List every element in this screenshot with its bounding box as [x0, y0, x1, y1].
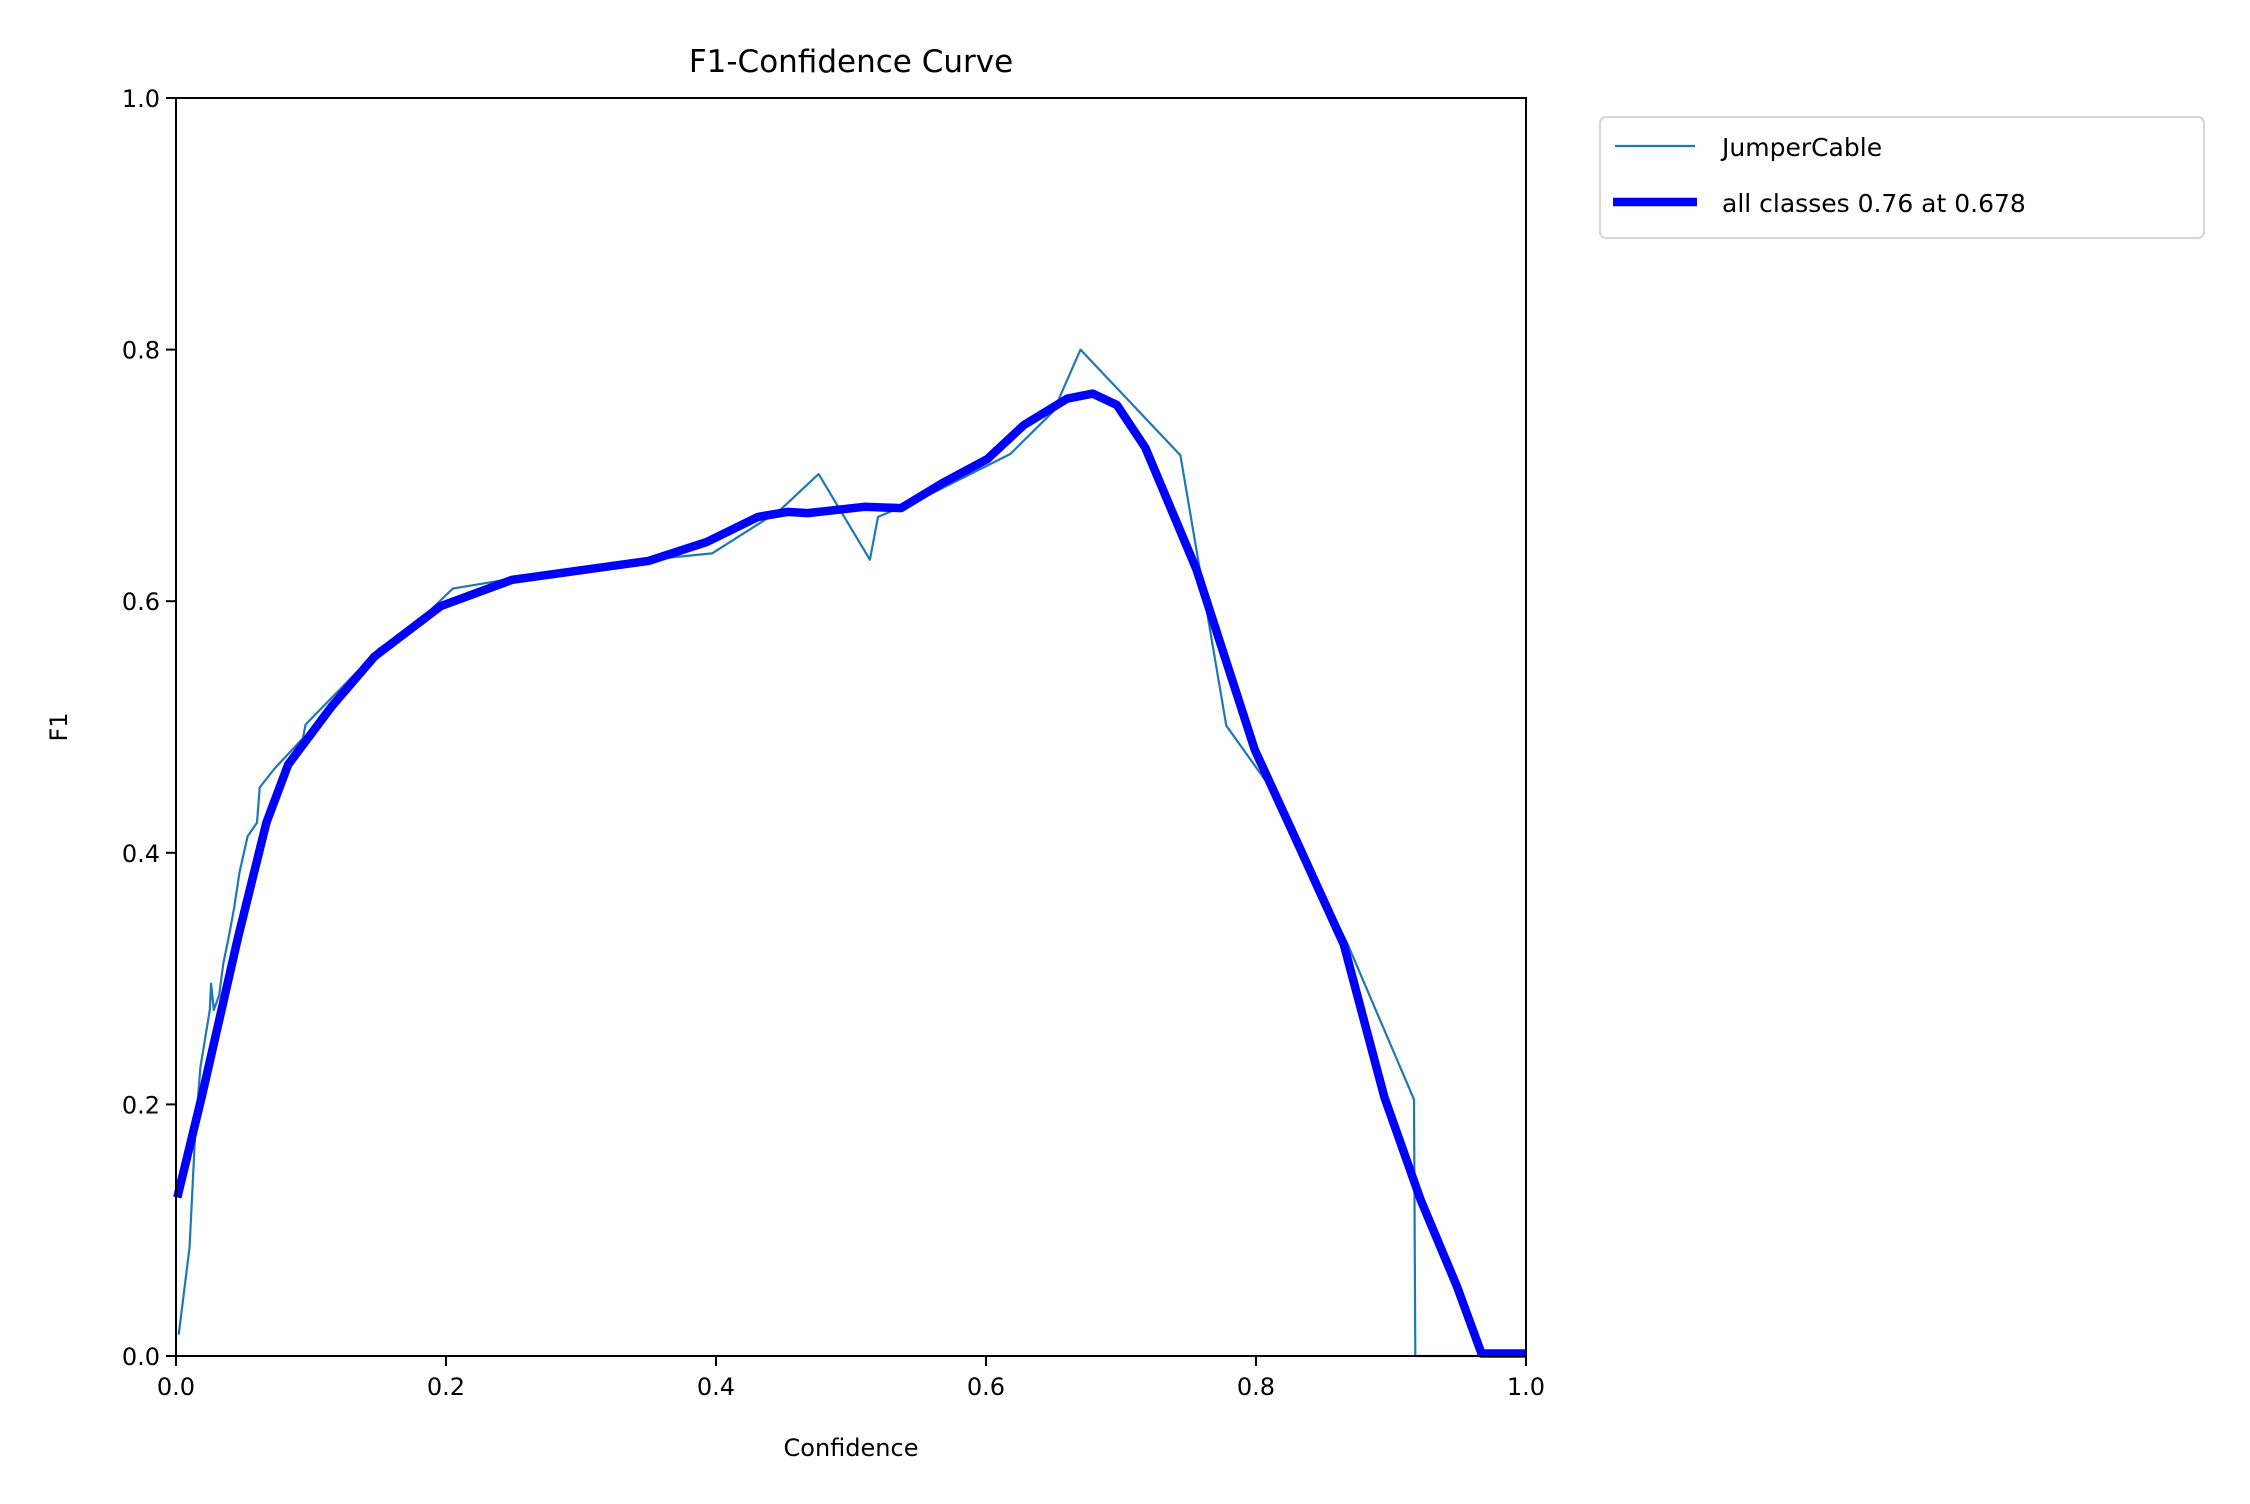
y-axis-label: F1 [45, 712, 73, 741]
legend: JumperCable all classes 0.76 at 0.678 [1599, 116, 2205, 239]
legend-box [1599, 116, 2205, 239]
y-tick-label: 0.6 [122, 588, 160, 616]
legend-label-jumpercable: JumperCable [1720, 133, 1882, 162]
y-tick-label: 0.2 [122, 1091, 160, 1119]
series-line-all-classes [173, 389, 1526, 1358]
chart-title: F1-Confidence Curve [689, 44, 1013, 80]
y-tick-label: 0.4 [122, 840, 160, 868]
series-line-jumpercable [177, 348, 1526, 1358]
y-tick-label: 0.8 [122, 337, 160, 365]
x-tick-label: 0.8 [1237, 1373, 1275, 1401]
x-tick-label: 1.0 [1507, 1373, 1545, 1401]
x-tick-label: 0.2 [427, 1373, 465, 1401]
x-tick-label: 0.0 [157, 1373, 195, 1401]
x-tick-label: 0.6 [967, 1373, 1005, 1401]
y-tick-label: 0.0 [122, 1343, 160, 1371]
legend-label-all-classes: all classes 0.76 at 0.678 [1722, 189, 2026, 218]
x-tick-label: 0.4 [697, 1373, 735, 1401]
plot-frame [175, 97, 1527, 1357]
x-axis-label: Confidence [784, 1434, 919, 1462]
y-tick-label: 1.0 [122, 85, 160, 113]
